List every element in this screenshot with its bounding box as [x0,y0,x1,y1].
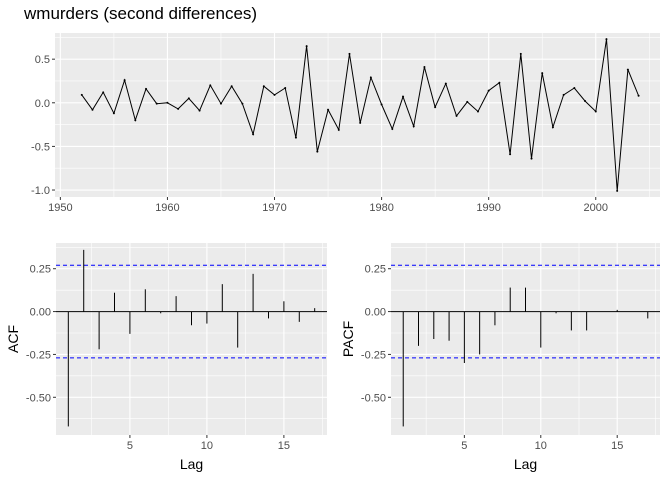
chart0-data-point [487,89,490,92]
chart0-x-tick-label: 1960 [155,202,179,214]
chart0-data-point [509,153,512,156]
chart0-data-point [241,102,244,105]
chart0-data-point [359,121,362,124]
chart1-y-tick-label: 0.00 [30,307,51,319]
chart0-data-point [423,66,426,69]
chart0-panel-background [55,33,660,197]
chart0-data-point [412,125,415,128]
chart0-data-point [519,52,522,55]
chart0-data-point [112,112,115,115]
chart2-y-tick-label: 0.00 [365,307,386,319]
chart0-data-point [155,102,158,105]
chart0-data-point [402,95,405,98]
chart1-x-tick-label: 10 [201,440,213,452]
chart0-data-point [605,38,608,41]
chart0-data-point [187,97,190,100]
chart2-y-axis-label: PACF [340,321,356,357]
chart-title: wmurders (second differences) [24,4,258,23]
chart1-x-tick-label: 5 [127,440,133,452]
chart0-x-tick-label: 1950 [48,202,72,214]
chart0-y-tick-label: 0.0 [35,98,50,110]
chart0-data-point [327,108,330,111]
chart0-data-point [252,133,255,136]
chart1-x-tick-label: 15 [278,440,290,452]
chart2-x-axis-label: Lag [514,456,537,472]
chart0-data-point [530,157,533,160]
chart0-data-point [230,85,233,88]
chart0-data-point [134,119,137,122]
chart0-data-point [626,68,629,71]
chart0-data-point [455,114,458,117]
chart0-data-point [305,45,308,48]
chart0-data-point [145,87,148,90]
chart0-data-point [80,93,83,96]
chart0-y-tick-label: -1.0 [31,185,50,197]
chart2-x-tick-label: 15 [611,440,623,452]
chart0-data-point [177,107,180,110]
chart2-x-tick-label: 10 [535,440,547,452]
chart0-data-point [219,102,222,105]
chart0-x-tick-label: 1980 [369,202,393,214]
chart0-x-tick-label: 2000 [584,202,608,214]
chart1-x-axis-label: Lag [180,456,203,472]
chart0-data-point [337,128,340,131]
chart0-data-point [466,100,469,103]
chart0-data-point [573,86,576,89]
chart0-data-point [198,109,201,112]
chart2-y-tick-label: -0.50 [361,392,386,404]
chart0-data-point [562,93,565,96]
chart0-x-tick-label: 1990 [476,202,500,214]
chart0-data-point [273,93,276,96]
chart0-data-point [541,72,544,75]
chart0-y-tick-label: 0.5 [35,54,50,66]
chart1-panel-background [56,243,327,435]
chart0-data-point [316,150,319,153]
chart0-data-point [294,136,297,139]
chart0-data-point [434,106,437,109]
chart0-data-point [498,81,501,84]
chart0-data-point [380,103,383,106]
chart0-data-point [369,76,372,79]
chart1-y-tick-label: -0.25 [26,349,51,361]
chart0-data-point [584,100,587,103]
chart0-data-point [476,110,479,113]
chart0-data-point [166,101,169,104]
chart1-y-axis-label: ACF [5,325,21,353]
chart0-x-tick-label: 1970 [262,202,286,214]
chart0-data-point [209,84,212,87]
chart1-y-tick-label: -0.50 [26,392,51,404]
chart0-y-tick-label: -0.5 [31,141,50,153]
chart1-y-tick-label: 0.25 [30,264,51,276]
chart0-data-point [637,94,640,97]
chart0-data-point [284,86,287,89]
chart0-data-point [262,85,265,88]
chart2-panel-background [391,243,660,435]
chart2-y-tick-label: 0.25 [365,264,386,276]
chart0-data-point [594,110,597,113]
chart2-y-tick-label: -0.25 [361,349,386,361]
chart0-data-point [391,127,394,130]
chart0-data-point [348,52,351,55]
chart0-data-point [551,126,554,129]
chart0-data-point [616,189,619,192]
chart0-data-point [123,79,126,82]
chart0-data-point [102,91,105,94]
chart0-data-point [444,82,447,85]
chart0-data-point [91,108,94,111]
chart2-x-tick-label: 5 [461,440,467,452]
